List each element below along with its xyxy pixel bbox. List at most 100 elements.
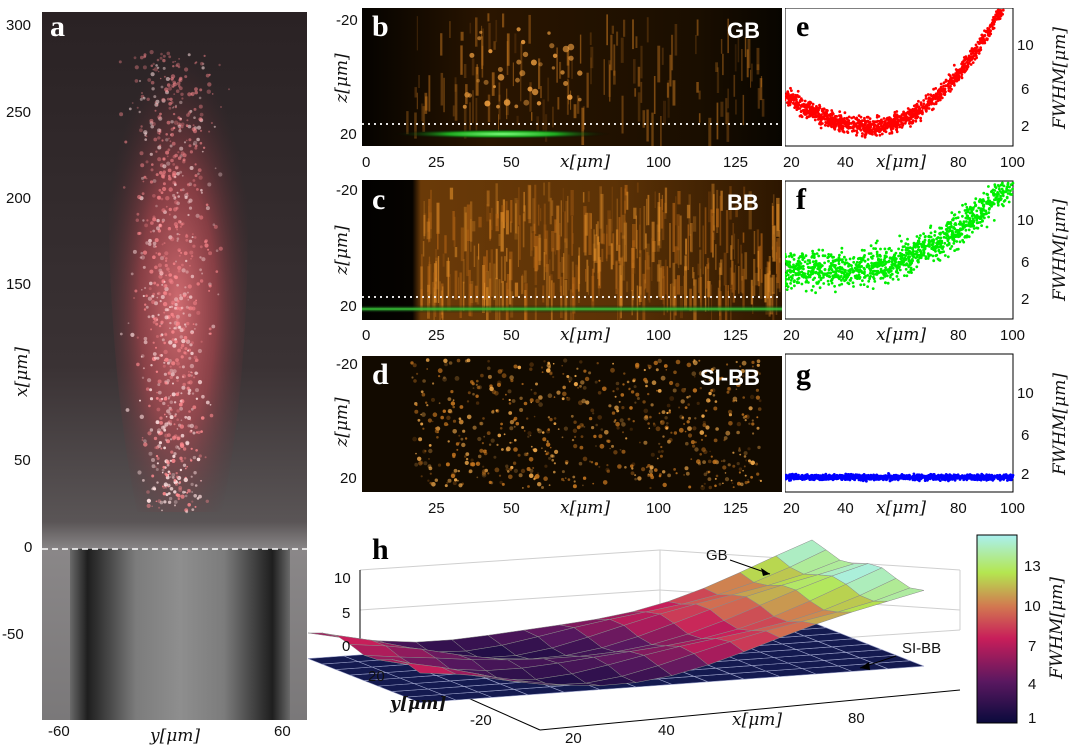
panel-a-particle [187, 200, 191, 204]
scatter-point [785, 275, 788, 278]
panel-a-particle [175, 475, 179, 479]
panel-a-particle [167, 361, 171, 365]
scatter-point [827, 283, 831, 286]
panel-a-particle [168, 278, 173, 283]
panel-d-particle [529, 468, 534, 473]
panel-label-a: a [50, 10, 65, 43]
panel-a-particle [198, 117, 203, 122]
panel-a-particle [188, 306, 193, 311]
panel-c-streak [735, 205, 738, 218]
panel-b-ztick: -20 [336, 12, 358, 29]
panel-a-particle [178, 488, 183, 492]
panel-d-particle [495, 409, 498, 412]
panel-a-particle [176, 435, 182, 440]
panel-b-streak [528, 14, 531, 44]
scatter-point [860, 271, 864, 274]
panel-a-particle [164, 357, 169, 362]
scatter-point [834, 119, 838, 122]
panel-a-particle [157, 379, 162, 384]
panel-a-particle [139, 256, 143, 259]
panel-c-streak [772, 225, 776, 262]
panel-d-particle [537, 482, 542, 487]
panel-b-particle [567, 94, 573, 100]
panel-d-particle [428, 458, 430, 460]
panel-d-particle [526, 417, 529, 420]
panel-a-particle [167, 148, 171, 152]
panel-a-particle [218, 246, 223, 251]
scatter-point [896, 271, 900, 275]
panel-a-particle [185, 510, 189, 514]
panel-a-particle [195, 388, 199, 393]
panel-d-particle [505, 393, 507, 396]
scatter-point [852, 129, 856, 133]
panel-b-particle [523, 99, 530, 106]
panel-a-ytick: 200 [6, 190, 32, 207]
scatter-point [797, 260, 801, 263]
scatter-point [985, 212, 988, 216]
panel-b-particle [467, 93, 472, 98]
panel-a-particle [152, 179, 157, 183]
panel-d-particle [465, 457, 469, 461]
panel-c-streak [435, 257, 439, 290]
panel-d-particle [464, 455, 467, 458]
panel-c-streak [570, 289, 572, 326]
panel-c-streak [505, 282, 508, 322]
panel-a-particle [174, 225, 179, 229]
panel-a-particle [192, 405, 197, 410]
panel-d-particle [708, 391, 712, 396]
panel-d-particle [428, 444, 432, 447]
panel-a-particle [177, 248, 181, 252]
scatter-point [830, 119, 834, 122]
panel-a-particle [146, 498, 151, 503]
scatter-point [985, 37, 988, 41]
scatter-point [802, 256, 806, 260]
panel-d-particle [479, 448, 484, 453]
scatter-point [873, 280, 877, 283]
scatter-point [1001, 8, 1005, 12]
panel-a-particle [150, 328, 153, 331]
panel-d-particle [517, 453, 521, 457]
panel-c-streak [421, 254, 423, 298]
panel-b-streak [406, 111, 409, 135]
scatter-point [998, 17, 1002, 20]
scatter-point [993, 198, 996, 202]
panel-d-particle [705, 409, 708, 412]
scatter-point [907, 257, 911, 260]
scatter-point [993, 185, 997, 189]
scatter-point [846, 272, 849, 276]
scatter-point [833, 127, 837, 131]
panel-a-particle [201, 66, 205, 70]
panel-a-particle [177, 195, 180, 198]
scatter-point [872, 247, 875, 250]
panel-d-particle [685, 441, 689, 446]
panel-a-particle [201, 150, 204, 153]
panel-c-streak [626, 191, 629, 210]
scatter-point [956, 216, 960, 220]
panel-a-particle [131, 102, 134, 104]
scatter-point [846, 117, 849, 121]
panel-c-streak [553, 282, 555, 298]
panel-d-particle [470, 462, 476, 467]
panel-d-particle [582, 476, 587, 480]
panel-a-particle [190, 459, 193, 462]
panel-d-particle [736, 462, 740, 466]
panel-d-particle [722, 459, 726, 463]
panel-b-streak [452, 105, 455, 117]
panel-c-streak [469, 283, 473, 317]
scatter-point [967, 216, 971, 220]
panel-a-particle [168, 213, 171, 216]
scatter-point [875, 252, 879, 256]
scatter-point [796, 95, 800, 99]
scatter-point [808, 103, 811, 106]
panel-a-particle [155, 454, 159, 458]
panel-a-particle [204, 456, 207, 459]
panel-d-particle [711, 371, 714, 374]
panel-d-particle [743, 465, 746, 468]
scatter-point [804, 254, 808, 258]
panel-d-particle [446, 481, 449, 484]
panel-a-particle [172, 476, 175, 479]
scatter-point [792, 270, 796, 274]
scatter-point [861, 132, 864, 135]
panel-a-particle [168, 102, 172, 106]
scatter-point [863, 135, 867, 139]
